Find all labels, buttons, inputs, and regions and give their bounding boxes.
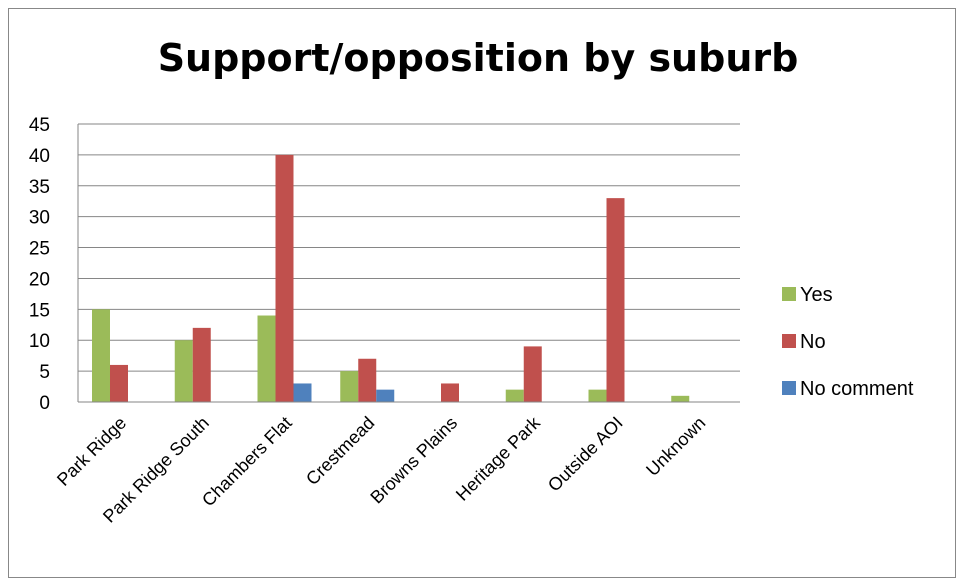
y-tick-label: 0 xyxy=(39,393,50,414)
bar-no xyxy=(523,346,542,402)
legend: Yes No No comment xyxy=(782,284,914,400)
x-category-label: Heritage Park xyxy=(452,412,545,505)
y-tick-label: 5 xyxy=(39,362,50,383)
x-category-label: Crestmead xyxy=(302,413,378,489)
y-tick-label: 25 xyxy=(29,239,50,260)
y-tick-label: 40 xyxy=(29,146,50,167)
y-tick-label: 35 xyxy=(29,177,50,198)
legend-label: Yes xyxy=(800,284,833,306)
x-category-label: Outside AOI xyxy=(544,413,627,496)
chart-title: Support/opposition by suburb xyxy=(157,36,799,80)
bar-yes xyxy=(588,389,607,402)
bar-no xyxy=(606,198,625,402)
x-category-label: Browns Plains xyxy=(366,413,461,508)
legend-swatch xyxy=(782,381,796,395)
bar-yes xyxy=(92,309,110,402)
y-tick-label: 15 xyxy=(29,300,50,321)
bar-yes xyxy=(340,371,359,402)
y-tick-label: 30 xyxy=(29,208,50,229)
gridlines xyxy=(78,123,740,372)
bar-no xyxy=(275,154,294,402)
bar-yes xyxy=(174,340,193,402)
bar-no-comment xyxy=(376,389,395,402)
bar-yes xyxy=(671,395,690,402)
bar-yes xyxy=(257,315,276,402)
axes xyxy=(77,124,740,403)
x-category-label: Chambers Flat xyxy=(198,413,296,511)
legend-label: No comment xyxy=(800,378,914,400)
y-tick-label: 20 xyxy=(29,269,50,290)
legend-label: No xyxy=(800,331,826,353)
chart-frame xyxy=(8,8,956,578)
legend-swatch xyxy=(782,287,796,301)
bar-no xyxy=(441,383,459,402)
x-category-label: Unknown xyxy=(642,413,709,480)
bar-no xyxy=(358,358,377,402)
y-tick-label: 45 xyxy=(29,115,50,136)
bar-no xyxy=(110,364,128,402)
legend-swatch xyxy=(782,334,796,348)
x-category-label: Park Ridge xyxy=(53,413,130,490)
y-tick-label: 10 xyxy=(29,331,50,352)
y-axis-ticks: 0 5 10 15 20 25 30 35 40 45 xyxy=(29,115,50,414)
bar-no-comment xyxy=(293,383,312,402)
bar-yes xyxy=(505,389,524,402)
bars xyxy=(92,154,690,402)
bar-no xyxy=(192,327,211,402)
